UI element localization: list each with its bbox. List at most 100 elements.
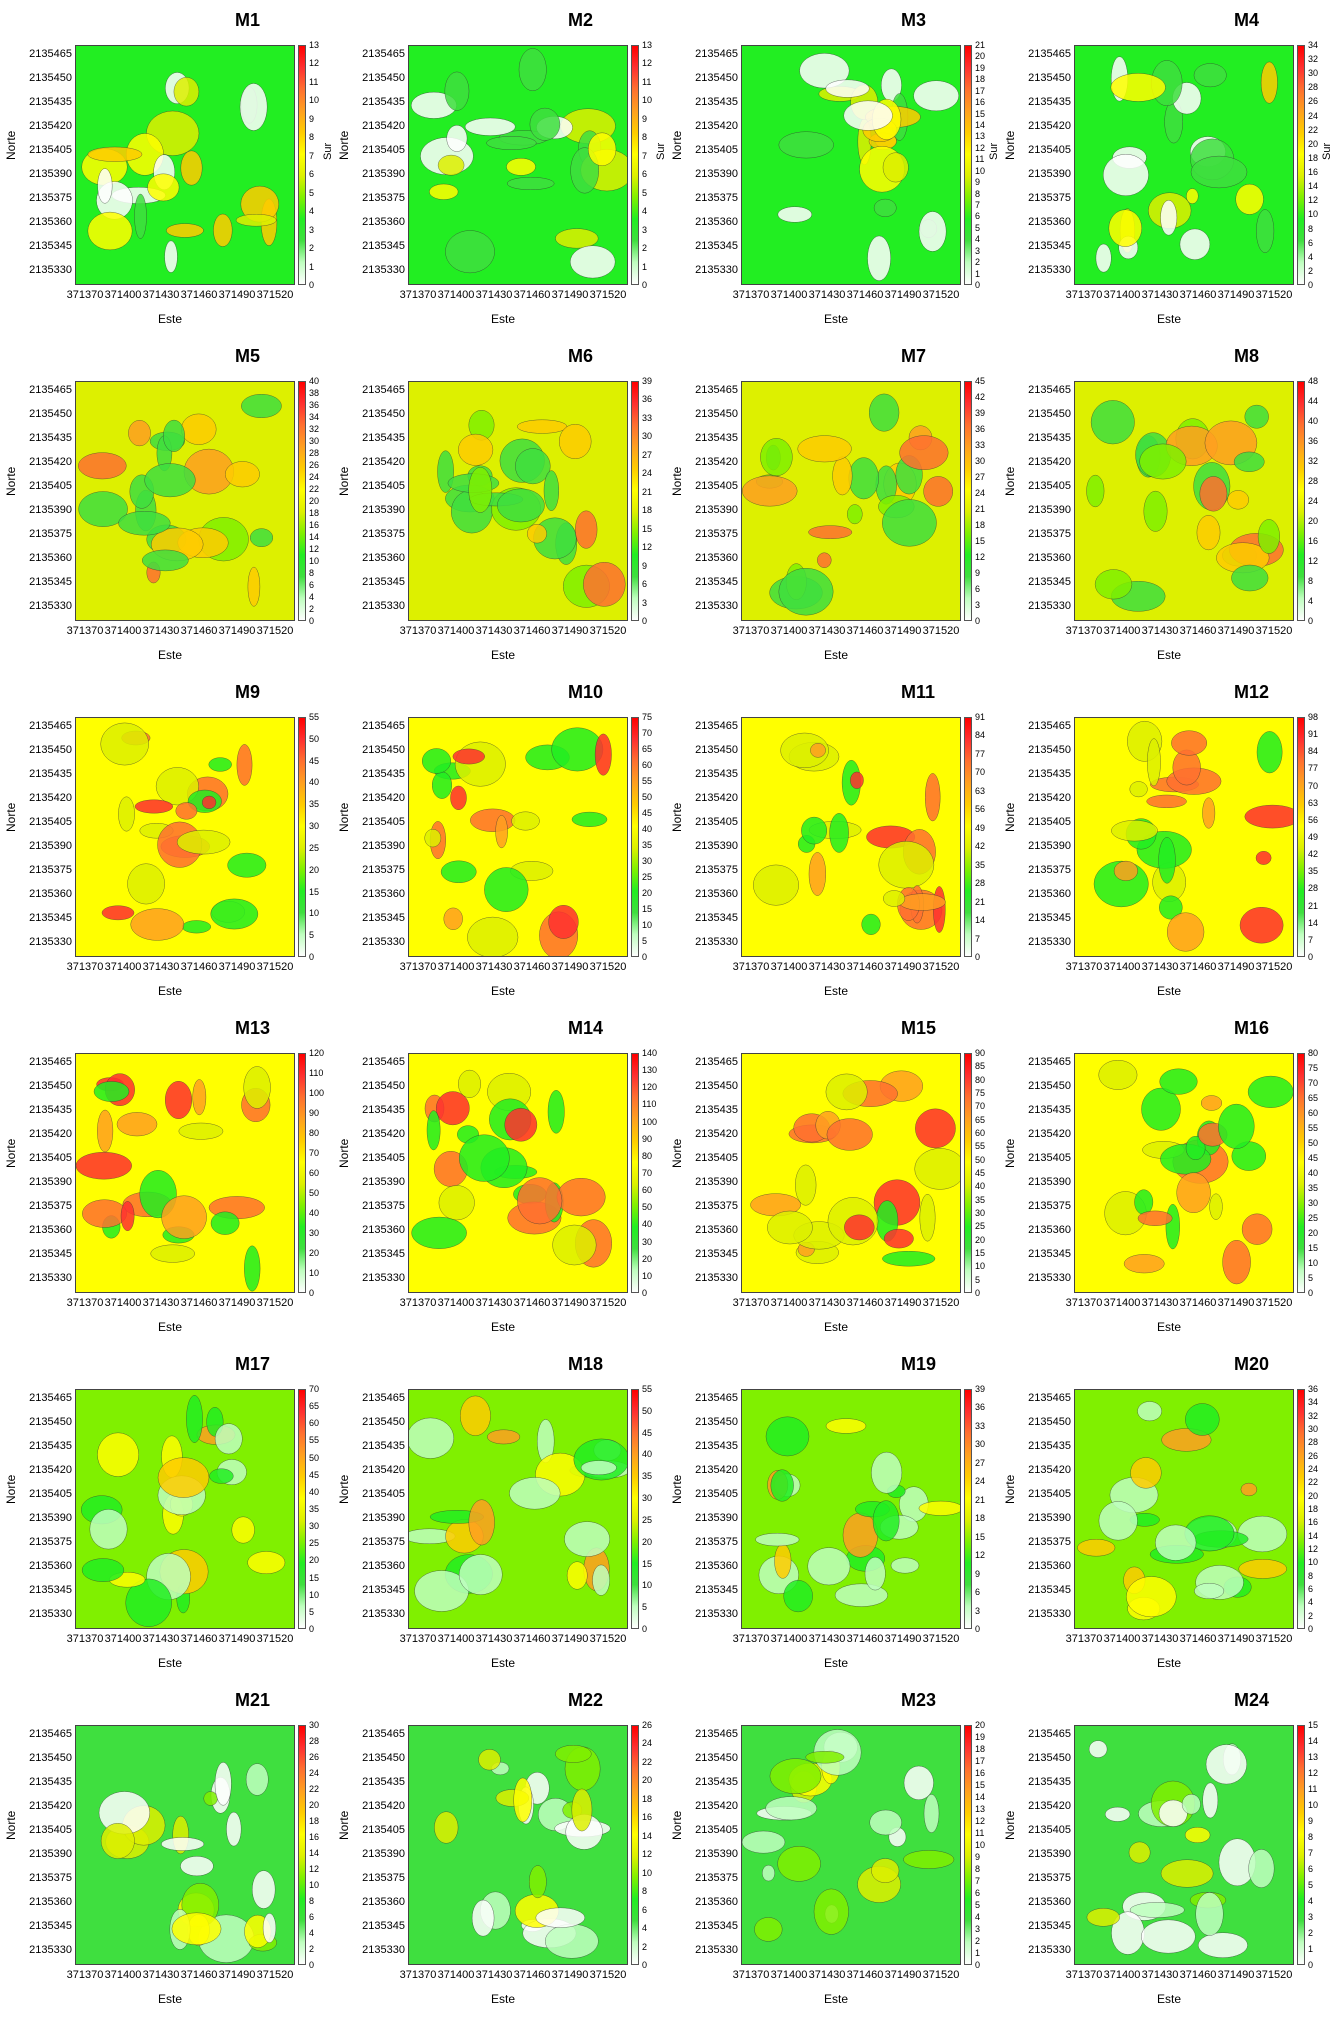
y-axis-label: Norte — [670, 130, 684, 160]
heatmap-blob — [873, 198, 897, 217]
heatmap-blob — [1241, 1213, 1273, 1245]
colorbar-tick-label: 45 — [642, 808, 653, 818]
x-tick-label: 371460 — [180, 1633, 218, 1645]
x-axis-label: Este — [823, 984, 848, 998]
colorbar-tick-label: 13 — [1308, 1752, 1319, 1762]
heatmap-blob — [890, 1557, 920, 1574]
x-axis-label: Este — [157, 1656, 182, 1670]
heatmap-plot — [741, 1725, 961, 1965]
colorbar — [298, 1053, 306, 1293]
x-tick-label: 371490 — [884, 961, 922, 973]
colorbar-tick-label: 35 — [309, 1504, 320, 1514]
heatmap-blob — [564, 1521, 611, 1557]
y-tick-label: 2135390 — [362, 1176, 405, 1188]
colorbar-tick-label: 80 — [1308, 1048, 1319, 1058]
heatmap-blob — [883, 1228, 914, 1249]
colorbar-tick-label: 130 — [642, 1065, 658, 1076]
heatmap-blob — [175, 802, 198, 820]
heatmap-blob — [1218, 1103, 1255, 1149]
colorbar-tick-label: 20 — [642, 888, 653, 898]
x-tick-label: 371430 — [808, 289, 846, 301]
colorbar-tick-label: 120 — [309, 1048, 325, 1058]
colorbar-tick-label: 20 — [975, 1234, 986, 1245]
heatmap-blob — [882, 499, 937, 547]
heatmap-blob — [1227, 490, 1249, 510]
heatmap-blob — [1244, 404, 1269, 429]
heatmap-blob — [813, 1888, 849, 1935]
heatmap-panel: M3 Norte 2135465 2135450 2135435 2135420 21354… — [666, 0, 1000, 336]
colorbar-tick-label: 60 — [642, 760, 653, 770]
y-tick-label: 2135375 — [695, 1872, 738, 1884]
heatmap-blob — [116, 1112, 158, 1137]
colorbar-tick-label: 0 — [975, 952, 981, 962]
heatmap-blob — [556, 1178, 606, 1217]
y-tick-label: 2135420 — [1028, 456, 1071, 468]
colorbar-tick-label: 26 — [1308, 96, 1319, 107]
y-tick-label: 2135405 — [362, 480, 405, 492]
panel-title: M7 — [901, 346, 927, 366]
y-tick-label: 2135405 — [695, 1152, 738, 1164]
colorbar-tick-label: 0 — [309, 1960, 315, 1970]
colorbar-tick-label: 28 — [309, 1736, 320, 1746]
heatmap-blob — [755, 1533, 800, 1547]
y-axis-label: Norte — [4, 1810, 18, 1840]
colorbar-tick-label: 20 — [309, 864, 320, 875]
heatmap-blob — [878, 841, 935, 889]
heatmap-blob — [459, 1134, 510, 1182]
colorbar-tick-label: 7 — [975, 1876, 981, 1886]
heatmap-blob — [1186, 188, 1199, 204]
colorbar — [631, 1053, 639, 1293]
heatmap-blob — [440, 860, 477, 884]
heatmap-blob — [210, 1211, 240, 1235]
colorbar-tick-label: 0 — [642, 1288, 648, 1298]
colorbar-tick-label: 42 — [975, 392, 986, 402]
colorbar — [964, 1389, 972, 1629]
colorbar-tick-label: 26 — [642, 1720, 653, 1730]
colorbar-tick-label: 0 — [642, 616, 648, 626]
heatmap-blob — [458, 433, 494, 466]
heatmap-blob — [778, 567, 834, 616]
colorbar-tick-label: 18 — [975, 74, 986, 85]
colorbar-tick-label: 35 — [975, 859, 986, 870]
y-tick-label: 2135420 — [29, 456, 72, 468]
colorbar-tick-label: 7 — [642, 150, 648, 161]
x-tick-label: 371370 — [1065, 625, 1103, 637]
heatmap-blob — [164, 240, 178, 273]
x-tick-label: 371430 — [475, 1297, 513, 1309]
heatmap-blob — [1256, 209, 1275, 253]
colorbar-tick-label: 4 — [309, 206, 315, 217]
x-tick-label: 371400 — [1103, 1633, 1141, 1645]
heatmap-blob — [467, 916, 519, 956]
colorbar-tick-label: 8 — [642, 1886, 648, 1897]
heatmap-blob — [1141, 1087, 1181, 1131]
y-tick-label: 2135435 — [695, 432, 738, 444]
colorbar-tick-label: 24 — [309, 472, 320, 482]
x-tick-label: 371400 — [437, 1297, 475, 1309]
y-tick-label: 2135450 — [1028, 744, 1071, 756]
colorbar-tick-label: 35 — [1308, 1183, 1319, 1193]
colorbar-tick-label: 15 — [309, 1572, 320, 1583]
heatmap-blob — [825, 1418, 867, 1434]
heatmap-blob — [1202, 797, 1216, 829]
panel-title: M9 — [235, 682, 261, 702]
panel-title: M18 — [568, 1354, 604, 1374]
heatmap-panel: M1 Norte 2135465 2135450 2135435 2135420 21354… — [0, 0, 334, 336]
heatmap-blob — [1184, 1826, 1211, 1843]
heatmap-blob — [249, 528, 273, 547]
x-tick-label: 371520 — [922, 1969, 960, 1981]
heatmap-blob — [903, 1850, 955, 1869]
heatmap-blob — [130, 908, 185, 941]
colorbar-tick-label: 10 — [309, 908, 320, 919]
y-tick-label: 2135330 — [695, 264, 738, 276]
x-tick-label: 371400 — [104, 1633, 142, 1645]
y-tick-label: 2135435 — [1028, 96, 1071, 108]
colorbar-tick-label: 30 — [1308, 1424, 1319, 1434]
colorbar-tick-label: 55 — [975, 1141, 986, 1152]
y-tick-label: 2135450 — [362, 408, 405, 420]
colorbar-tick-label: 30 — [975, 1208, 986, 1218]
heatmap-blob — [1158, 837, 1176, 884]
y-tick-label: 2135435 — [362, 432, 405, 444]
y-tick-label: 2135450 — [695, 1416, 738, 1428]
heatmap-blob — [807, 1547, 851, 1586]
x-tick-label: 371520 — [922, 289, 960, 301]
